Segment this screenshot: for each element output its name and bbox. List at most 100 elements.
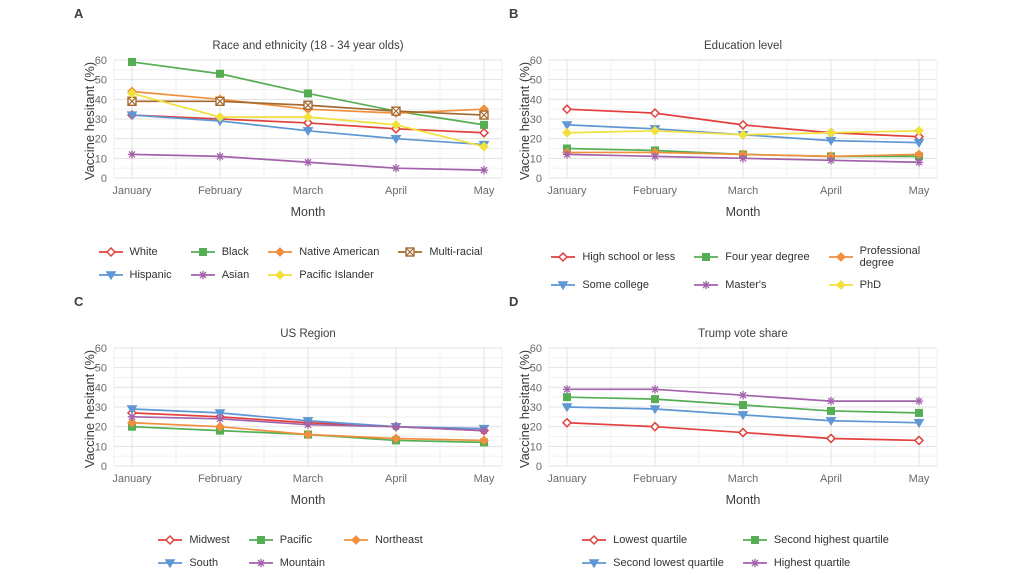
- svg-text:40: 40: [95, 94, 107, 106]
- marker: [914, 158, 924, 167]
- svg-text:January: January: [112, 185, 152, 197]
- legend-item-south: South: [157, 556, 229, 570]
- marker: [391, 433, 401, 444]
- marker: [214, 409, 226, 419]
- marker: [558, 251, 569, 263]
- legend-label: Four year degree: [725, 251, 810, 263]
- y-tick-labels: 0 10 20 30 40 50 60: [530, 343, 542, 473]
- svg-text:40: 40: [530, 94, 542, 106]
- chart-title: Trump vote share: [698, 328, 788, 340]
- svg-text:May: May: [474, 185, 495, 197]
- marker: [216, 69, 224, 78]
- legend-label: Pacific Islander: [299, 269, 374, 281]
- legend-label: Midwest: [189, 534, 230, 546]
- series-asian: [127, 150, 489, 175]
- marker: [561, 403, 573, 413]
- y-tick-labels: 0 10 20 30 40 50 60: [95, 343, 107, 473]
- svg-text:0: 0: [101, 461, 107, 473]
- marker: [126, 111, 138, 121]
- series-highest-quartile: [562, 385, 924, 406]
- marker: [914, 125, 924, 136]
- marker: [405, 247, 416, 257]
- legend-label: White: [129, 246, 158, 258]
- marker: [649, 108, 661, 119]
- marker: [302, 117, 314, 128]
- svg-text:20: 20: [95, 134, 107, 146]
- marker: [739, 401, 747, 410]
- legend-item-pacific: Pacific: [248, 533, 325, 547]
- legend-marker-diamond-open-icon: [158, 534, 183, 546]
- marker: [702, 280, 711, 290]
- legend-marker-square-icon: [248, 536, 273, 544]
- marker: [165, 534, 176, 546]
- marker: [561, 417, 573, 428]
- marker: [391, 106, 401, 116]
- legend-marker-diamond-icon: [268, 247, 293, 257]
- marker: [826, 396, 836, 406]
- svg-text:40: 40: [530, 382, 542, 394]
- legend-item-asian: Asian: [190, 268, 249, 282]
- series-pacific-islander: [127, 88, 489, 152]
- legend-label: Mountain: [279, 557, 325, 569]
- legend-marker-square-x-icon: [398, 247, 423, 257]
- marker: [198, 248, 207, 256]
- y-axis-label: Vaccine hesitant (%): [82, 61, 97, 181]
- legend: Lowest quartile Second highest quartile Se…: [505, 533, 965, 570]
- svg-text:April: April: [385, 185, 407, 197]
- svg-text:0: 0: [101, 173, 107, 185]
- legend-marker-asterisk-icon: [248, 558, 273, 568]
- marker: [127, 88, 137, 99]
- marker: [651, 395, 659, 404]
- series-lowest-quartile: [561, 417, 925, 446]
- x-axis-label: Month: [290, 493, 326, 507]
- marker: [478, 127, 490, 138]
- svg-text:April: April: [820, 185, 842, 197]
- svg-text:30: 30: [530, 402, 542, 414]
- marker: [256, 536, 265, 544]
- svg-text:March: March: [293, 473, 324, 485]
- marker: [750, 536, 759, 544]
- y-axis-label: Vaccine hesitant (%): [517, 61, 532, 181]
- svg-text:60: 60: [95, 55, 107, 67]
- plot-area: 0 10 20 30 40 50 60 January February March April Ma…: [95, 55, 503, 197]
- chart-title: Education level: [704, 40, 782, 52]
- x-tick-labels: January February March April May: [112, 473, 494, 485]
- x-axis-label: Month: [290, 205, 326, 219]
- legend-item-some-college: Some college: [550, 278, 675, 292]
- marker: [256, 558, 265, 568]
- svg-text:50: 50: [530, 363, 542, 375]
- svg-text:March: March: [728, 185, 759, 197]
- legend-marker-asterisk-icon: [742, 558, 767, 568]
- marker: [127, 412, 137, 422]
- legend-item-native-american: Native American: [267, 245, 379, 259]
- svg-text:30: 30: [530, 114, 542, 126]
- panel-letter: D: [509, 294, 519, 309]
- marker: [557, 281, 569, 291]
- marker: [737, 411, 749, 421]
- marker: [351, 535, 361, 545]
- svg-text:10: 10: [530, 153, 542, 165]
- svg-text:0: 0: [536, 461, 542, 473]
- legend-item-master-s: Master's: [693, 278, 809, 292]
- legend-item-second-lowest-quartile: Second lowest quartile: [581, 556, 724, 570]
- marker: [215, 152, 225, 161]
- marker: [127, 150, 137, 159]
- marker: [915, 408, 923, 417]
- marker: [702, 253, 711, 261]
- legend: White Black Native American Multi-racial His…: [70, 245, 510, 282]
- legend: Midwest Pacific Northeast South Mountain: [70, 533, 510, 570]
- legend-item-high-school-or-less: High school or less: [550, 250, 675, 264]
- series-multi-racial: [127, 96, 489, 120]
- marker: [589, 534, 600, 546]
- svg-text:March: March: [293, 185, 324, 197]
- series-second-lowest-quartile: [561, 403, 925, 429]
- marker: [650, 152, 660, 161]
- marker: [649, 405, 661, 415]
- plot-area: 0 10 20 30 40 50 60 January February March April Ma…: [95, 343, 503, 485]
- legend-marker-triangle-down-icon: [158, 559, 183, 569]
- legend-item-highest-quartile: Highest quartile: [742, 556, 889, 570]
- series-master-s: [562, 150, 924, 167]
- plot-area: 0 10 20 30 40 50 60 January February March April Ma…: [530, 55, 938, 197]
- marker: [275, 270, 286, 280]
